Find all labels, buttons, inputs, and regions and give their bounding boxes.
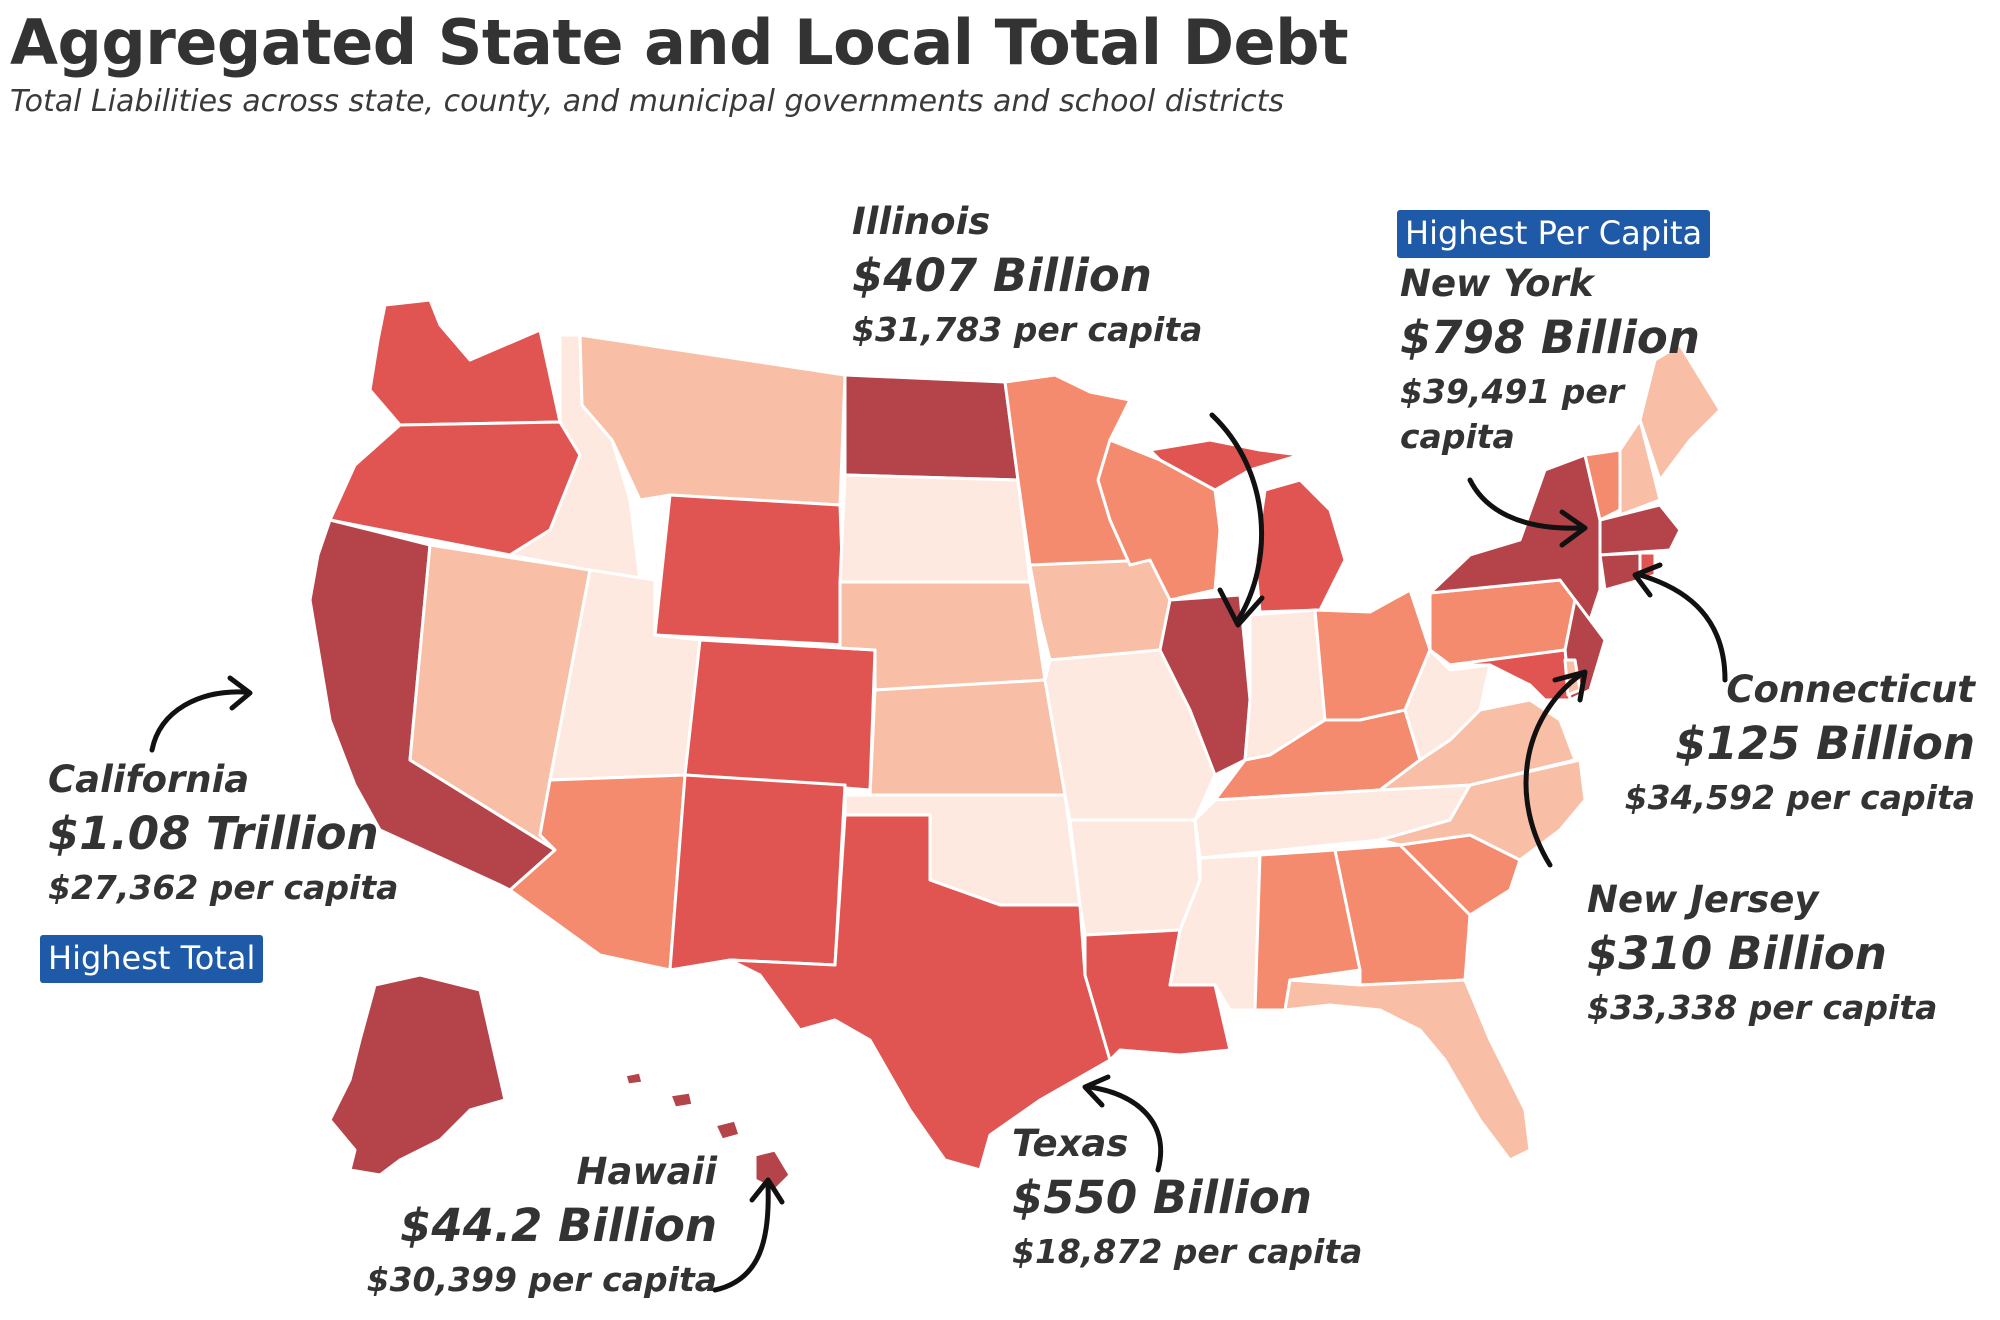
callout-connecticut: Connecticut $125 Billion $34,592 per cap…: [1625, 668, 1975, 817]
state-maryland: [1448, 648, 1572, 702]
callout-new-york: New York $798 Billion $39,491 per capita: [1400, 262, 1700, 456]
callout-new-jersey-per-capita: $33,338 per capita: [1587, 988, 1938, 1027]
callout-new-york-amount: $798 Billion: [1400, 311, 1700, 364]
state-colorado: [683, 638, 877, 792]
callout-new-york-name: New York: [1400, 262, 1594, 305]
badge-highest-per-capita: Highest Per Capita: [1397, 210, 1711, 258]
state-kansas: [868, 678, 1067, 797]
state-michigan-lower: [1253, 478, 1347, 614]
callout-texas-per-capita: $18,872 per capita: [1012, 1232, 1363, 1271]
callout-illinois-per-capita: $31,783 per capita: [852, 310, 1203, 349]
state-massachusetts: [1598, 503, 1682, 557]
callout-new-york-per-capita-2: capita: [1400, 417, 1515, 456]
callout-illinois: Illinois $407 Billion $31,783 per capita: [852, 200, 1202, 349]
state-iowa: [1028, 558, 1172, 662]
chart-title: Aggregated State and Local Total Debt: [10, 6, 1349, 79]
arrow-california: [149, 689, 248, 753]
arrow-hawaii-head: [749, 1177, 785, 1205]
callout-hawaii-per-capita: $30,399 per capita: [366, 1260, 717, 1299]
arrow-texas: [1087, 1084, 1164, 1173]
callout-hawaii-name: Hawaii: [576, 1150, 717, 1193]
state-texas: [728, 813, 1112, 1172]
state-new-hampshire: [1618, 418, 1662, 517]
callout-connecticut-per-capita: $34,592 per capita: [1624, 778, 1975, 817]
state-alaska: [328, 973, 507, 1177]
state-connecticut: [1598, 551, 1642, 592]
callout-california: California $1.08 Trillion $27,362 per ca…: [48, 758, 398, 907]
callout-texas: Texas $550 Billion $18,872 per capita: [1012, 1122, 1362, 1271]
arrow-connecticut: [1637, 572, 1728, 683]
arrow-new-jersey-head: [1552, 669, 1588, 703]
arrow-new-jersey: [1523, 672, 1583, 868]
state-maine: [1638, 343, 1722, 482]
callout-new-jersey-name: New Jersey: [1587, 878, 1819, 921]
state-florida: [1283, 978, 1532, 1162]
state-wyoming: [653, 493, 847, 647]
state-south-dakota: [838, 473, 1032, 584]
arrow-california-head: [227, 675, 253, 711]
callout-new-york-per-capita-1: $39,491 per: [1400, 372, 1625, 411]
arrow-texas-head: [1082, 1074, 1111, 1108]
states-group: [308, 298, 1722, 1192]
arrow-illinois: [1209, 412, 1265, 623]
callout-new-jersey: New Jersey $310 Billion $33,338 per capi…: [1587, 878, 1937, 1027]
callout-hawaii-amount: $44.2 Billion: [400, 1199, 717, 1252]
arrow-new-york-head: [1559, 509, 1588, 548]
state-hawaii-maui: [713, 1118, 742, 1142]
callout-illinois-amount: $407 Billion: [852, 249, 1152, 302]
arrow-illinois-head: [1217, 587, 1265, 628]
callout-connecticut-name: Connecticut: [1726, 668, 1975, 711]
callout-texas-name: Texas: [1012, 1122, 1129, 1165]
callout-illinois-name: Illinois: [852, 200, 991, 243]
callout-new-jersey-amount: $310 Billion: [1587, 927, 1887, 980]
state-washington: [368, 298, 562, 427]
arrow-new-york: [1467, 477, 1583, 531]
chart-subtitle: Total Liabilities across state, county, …: [10, 84, 1285, 119]
state-new-mexico: [668, 773, 847, 972]
state-hawaii-kauai: [623, 1070, 645, 1087]
arrow-hawaii: [712, 1182, 771, 1293]
callout-california-amount: $1.08 Trillion: [48, 807, 379, 860]
callout-texas-amount: $550 Billion: [1012, 1171, 1312, 1224]
arrows-group: [149, 412, 1728, 1293]
state-hawaii-big-island: [753, 1148, 792, 1192]
callout-california-per-capita: $27,362 per capita: [48, 868, 399, 907]
callout-california-name: California: [48, 758, 250, 801]
state-michigan-upper: [1148, 438, 1302, 492]
callout-hawaii: Hawaii $44.2 Billion $30,399 per capita: [367, 1150, 717, 1299]
arrow-connecticut-head: [1632, 562, 1663, 598]
state-hawaii-oahu: [668, 1090, 695, 1110]
callout-connecticut-amount: $125 Billion: [1675, 717, 1975, 770]
state-north-dakota: [843, 373, 1020, 482]
state-arkansas: [1068, 818, 1202, 937]
badge-highest-total: Highest Total: [40, 935, 264, 983]
